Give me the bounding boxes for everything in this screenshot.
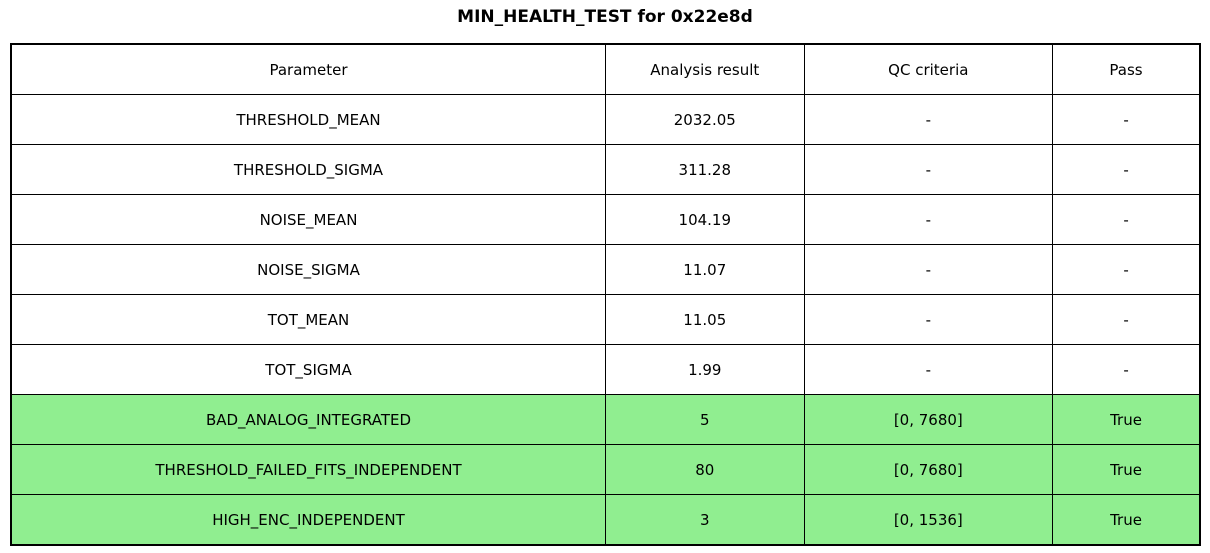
figure-title: MIN_HEALTH_TEST for 0x22e8d <box>457 7 753 27</box>
parameter-cell: THRESHOLD_FAILED_FITS_INDEPENDENT <box>10 444 606 495</box>
pass-cell: - <box>1052 344 1201 395</box>
pass-cell: True <box>1052 494 1201 546</box>
qc-criteria-cell: [0, 7680] <box>803 444 1054 495</box>
parameter-cell: THRESHOLD_MEAN <box>10 94 606 145</box>
qc-criteria-cell: [0, 7680] <box>803 394 1054 445</box>
parameter-cell: TOT_SIGMA <box>10 344 606 395</box>
pass-cell: True <box>1052 394 1201 445</box>
analysis-result-cell: 1.99 <box>605 344 805 395</box>
pass-cell: - <box>1052 144 1201 195</box>
pass-cell: - <box>1052 194 1201 245</box>
table-row: THRESHOLD_SIGMA 311.28 - - <box>10 144 1201 195</box>
qc-criteria-cell: - <box>803 294 1054 345</box>
table-row: TOT_MEAN 11.05 - - <box>10 294 1201 345</box>
table-row-pass-true: BAD_ANALOG_INTEGRATED 5 [0, 7680] True <box>10 394 1201 445</box>
column-header-parameter: Parameter <box>10 43 606 95</box>
qc-results-table: Parameter Analysis result QC criteria Pa… <box>10 43 1201 546</box>
qc-criteria-cell: - <box>803 194 1054 245</box>
qc-criteria-cell: [0, 1536] <box>803 494 1054 546</box>
analysis-result-cell: 311.28 <box>605 144 805 195</box>
table-row: NOISE_SIGMA 11.07 - - <box>10 244 1201 295</box>
table-header-row: Parameter Analysis result QC criteria Pa… <box>10 43 1201 95</box>
pass-cell: - <box>1052 94 1201 145</box>
parameter-cell: TOT_MEAN <box>10 294 606 345</box>
column-header-analysis-result: Analysis result <box>605 43 805 95</box>
column-header-pass: Pass <box>1052 43 1201 95</box>
analysis-result-cell: 5 <box>605 394 805 445</box>
parameter-cell: BAD_ANALOG_INTEGRATED <box>10 394 606 445</box>
pass-cell: True <box>1052 444 1201 495</box>
parameter-cell: NOISE_SIGMA <box>10 244 606 295</box>
table-row: TOT_SIGMA 1.99 - - <box>10 344 1201 395</box>
analysis-result-cell: 11.05 <box>605 294 805 345</box>
column-header-qc-criteria: QC criteria <box>803 43 1054 95</box>
pass-cell: - <box>1052 244 1201 295</box>
table-row-pass-true: THRESHOLD_FAILED_FITS_INDEPENDENT 80 [0,… <box>10 444 1201 495</box>
qc-criteria-cell: - <box>803 94 1054 145</box>
table-row: NOISE_MEAN 104.19 - - <box>10 194 1201 245</box>
analysis-result-cell: 80 <box>605 444 805 495</box>
qc-criteria-cell: - <box>803 144 1054 195</box>
parameter-cell: HIGH_ENC_INDEPENDENT <box>10 494 606 546</box>
table-row-pass-true: HIGH_ENC_INDEPENDENT 3 [0, 1536] True <box>10 494 1201 546</box>
analysis-result-cell: 2032.05 <box>605 94 805 145</box>
table-row: THRESHOLD_MEAN 2032.05 - - <box>10 94 1201 145</box>
analysis-result-cell: 11.07 <box>605 244 805 295</box>
analysis-result-cell: 3 <box>605 494 805 546</box>
parameter-cell: THRESHOLD_SIGMA <box>10 144 606 195</box>
analysis-result-cell: 104.19 <box>605 194 805 245</box>
pass-cell: - <box>1052 294 1201 345</box>
parameter-cell: NOISE_MEAN <box>10 194 606 245</box>
qc-criteria-cell: - <box>803 344 1054 395</box>
qc-criteria-cell: - <box>803 244 1054 295</box>
